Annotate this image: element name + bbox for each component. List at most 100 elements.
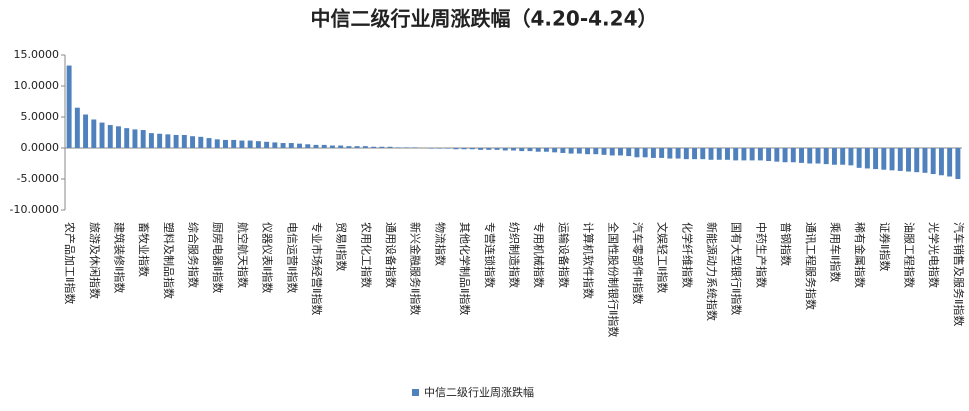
- x-tick-label: 其他化学制品Ⅱ指数: [458, 222, 472, 315]
- bar: [107, 125, 113, 148]
- bar: [609, 148, 615, 156]
- bar: [297, 143, 303, 148]
- bar: [626, 148, 632, 157]
- bar: [708, 148, 714, 160]
- x-tick-label: 塑料及制品指数: [162, 222, 176, 299]
- bar: [815, 148, 821, 164]
- bar: [593, 148, 599, 155]
- x-tick-label: 专业市场经营Ⅱ指数: [310, 222, 324, 315]
- bar: [486, 148, 492, 150]
- bar: [692, 148, 698, 160]
- x-tick-label: 电信运营Ⅱ指数: [285, 222, 299, 293]
- legend-swatch: [412, 389, 419, 396]
- bar: [305, 144, 311, 148]
- bar: [930, 148, 936, 175]
- bar: [428, 148, 434, 149]
- bar: [445, 148, 451, 149]
- bar: [955, 148, 961, 179]
- x-tick-label: 新能源动力系统指数: [705, 222, 719, 321]
- bar: [346, 146, 352, 148]
- bar: [214, 139, 220, 148]
- x-tick-label: 纺织制造指数: [508, 222, 522, 288]
- bar: [264, 141, 270, 148]
- bar: [157, 133, 163, 148]
- bar: [947, 148, 953, 177]
- x-tick-label: 农用化工指数: [359, 222, 373, 288]
- x-tick-label: 证券Ⅱ指数: [878, 222, 892, 271]
- x-tick-label: 畜牧业指数: [137, 222, 151, 277]
- bar: [840, 148, 846, 165]
- x-tick-label: 中药生产指数: [754, 222, 768, 288]
- bar: [395, 147, 401, 148]
- bar: [914, 148, 920, 173]
- bar: [700, 148, 706, 160]
- bar: [889, 148, 895, 171]
- bar: [66, 65, 72, 148]
- bar: [749, 148, 755, 161]
- bar: [231, 139, 237, 148]
- bar: [313, 144, 319, 148]
- bar: [181, 134, 187, 148]
- x-tick-label: 计算机软件指数: [582, 222, 596, 299]
- x-tick-label: 物流指数: [433, 222, 447, 266]
- bar: [938, 148, 944, 176]
- bar: [807, 148, 813, 164]
- bar: [132, 129, 138, 148]
- bar: [321, 144, 327, 148]
- bar: [659, 148, 665, 158]
- bar: [272, 142, 278, 148]
- bar: [634, 148, 640, 158]
- bar: [116, 126, 121, 148]
- bar: [724, 148, 730, 160]
- x-tick-label: 厨房电器Ⅱ指数: [211, 222, 225, 293]
- bar: [404, 147, 409, 148]
- x-tick-label: 农产品加工Ⅱ指数: [63, 222, 77, 304]
- chart-title: 中信二级行业周涨跌幅（4.20-4.24）: [311, 7, 658, 31]
- x-tick-label: 文娱轻工Ⅱ指数: [656, 222, 670, 293]
- y-tick-label: -10.0000: [10, 203, 59, 216]
- bar: [881, 148, 887, 170]
- x-tick-label: 仪器仪表Ⅱ指数: [261, 222, 275, 293]
- y-tick-label: 15.0000: [14, 48, 60, 61]
- x-tick-label: 新兴金融服务Ⅱ指数: [409, 222, 423, 315]
- bar: [387, 146, 393, 148]
- x-tick-label: 化学纤维指数: [680, 222, 694, 288]
- x-tick-label: 稀有金属指数: [853, 222, 867, 288]
- bar: [354, 146, 360, 148]
- bar: [716, 148, 722, 160]
- bar: [766, 148, 772, 162]
- bar: [124, 128, 130, 148]
- x-tick-label: 汽车销售及服务Ⅱ指数: [952, 222, 966, 326]
- bar: [856, 148, 862, 168]
- x-tick-label: 全国性股份制银行Ⅱ指数: [606, 222, 620, 337]
- bar: [576, 148, 582, 154]
- bar: [140, 130, 146, 148]
- bar: [190, 136, 196, 148]
- bar: [527, 148, 533, 152]
- bar: [823, 148, 829, 165]
- bar: [288, 143, 294, 148]
- bar: [247, 140, 253, 148]
- x-tick-label: 专用机械指数: [532, 222, 546, 288]
- bar: [371, 146, 377, 148]
- bar: [239, 140, 245, 148]
- bar: [511, 148, 516, 151]
- bar: [667, 148, 673, 159]
- bar: [897, 148, 903, 171]
- bar: [790, 148, 796, 163]
- bar: [469, 148, 475, 150]
- x-tick-label: 建筑装修Ⅱ指数: [112, 222, 126, 293]
- x-tick-label: 专营连锁指数: [483, 222, 497, 288]
- x-tick-label: 光学光电指数: [927, 222, 941, 288]
- y-tick-label: 5.0000: [21, 110, 60, 123]
- bar: [757, 148, 763, 161]
- bar: [782, 148, 788, 163]
- bar: [741, 148, 747, 161]
- bar: [642, 148, 648, 158]
- bar: [74, 107, 80, 148]
- bar: [173, 134, 179, 148]
- x-tick-label: 旅游及休闲指数: [88, 222, 102, 299]
- bar: [148, 133, 154, 148]
- bar: [733, 148, 739, 161]
- bar: [206, 138, 212, 148]
